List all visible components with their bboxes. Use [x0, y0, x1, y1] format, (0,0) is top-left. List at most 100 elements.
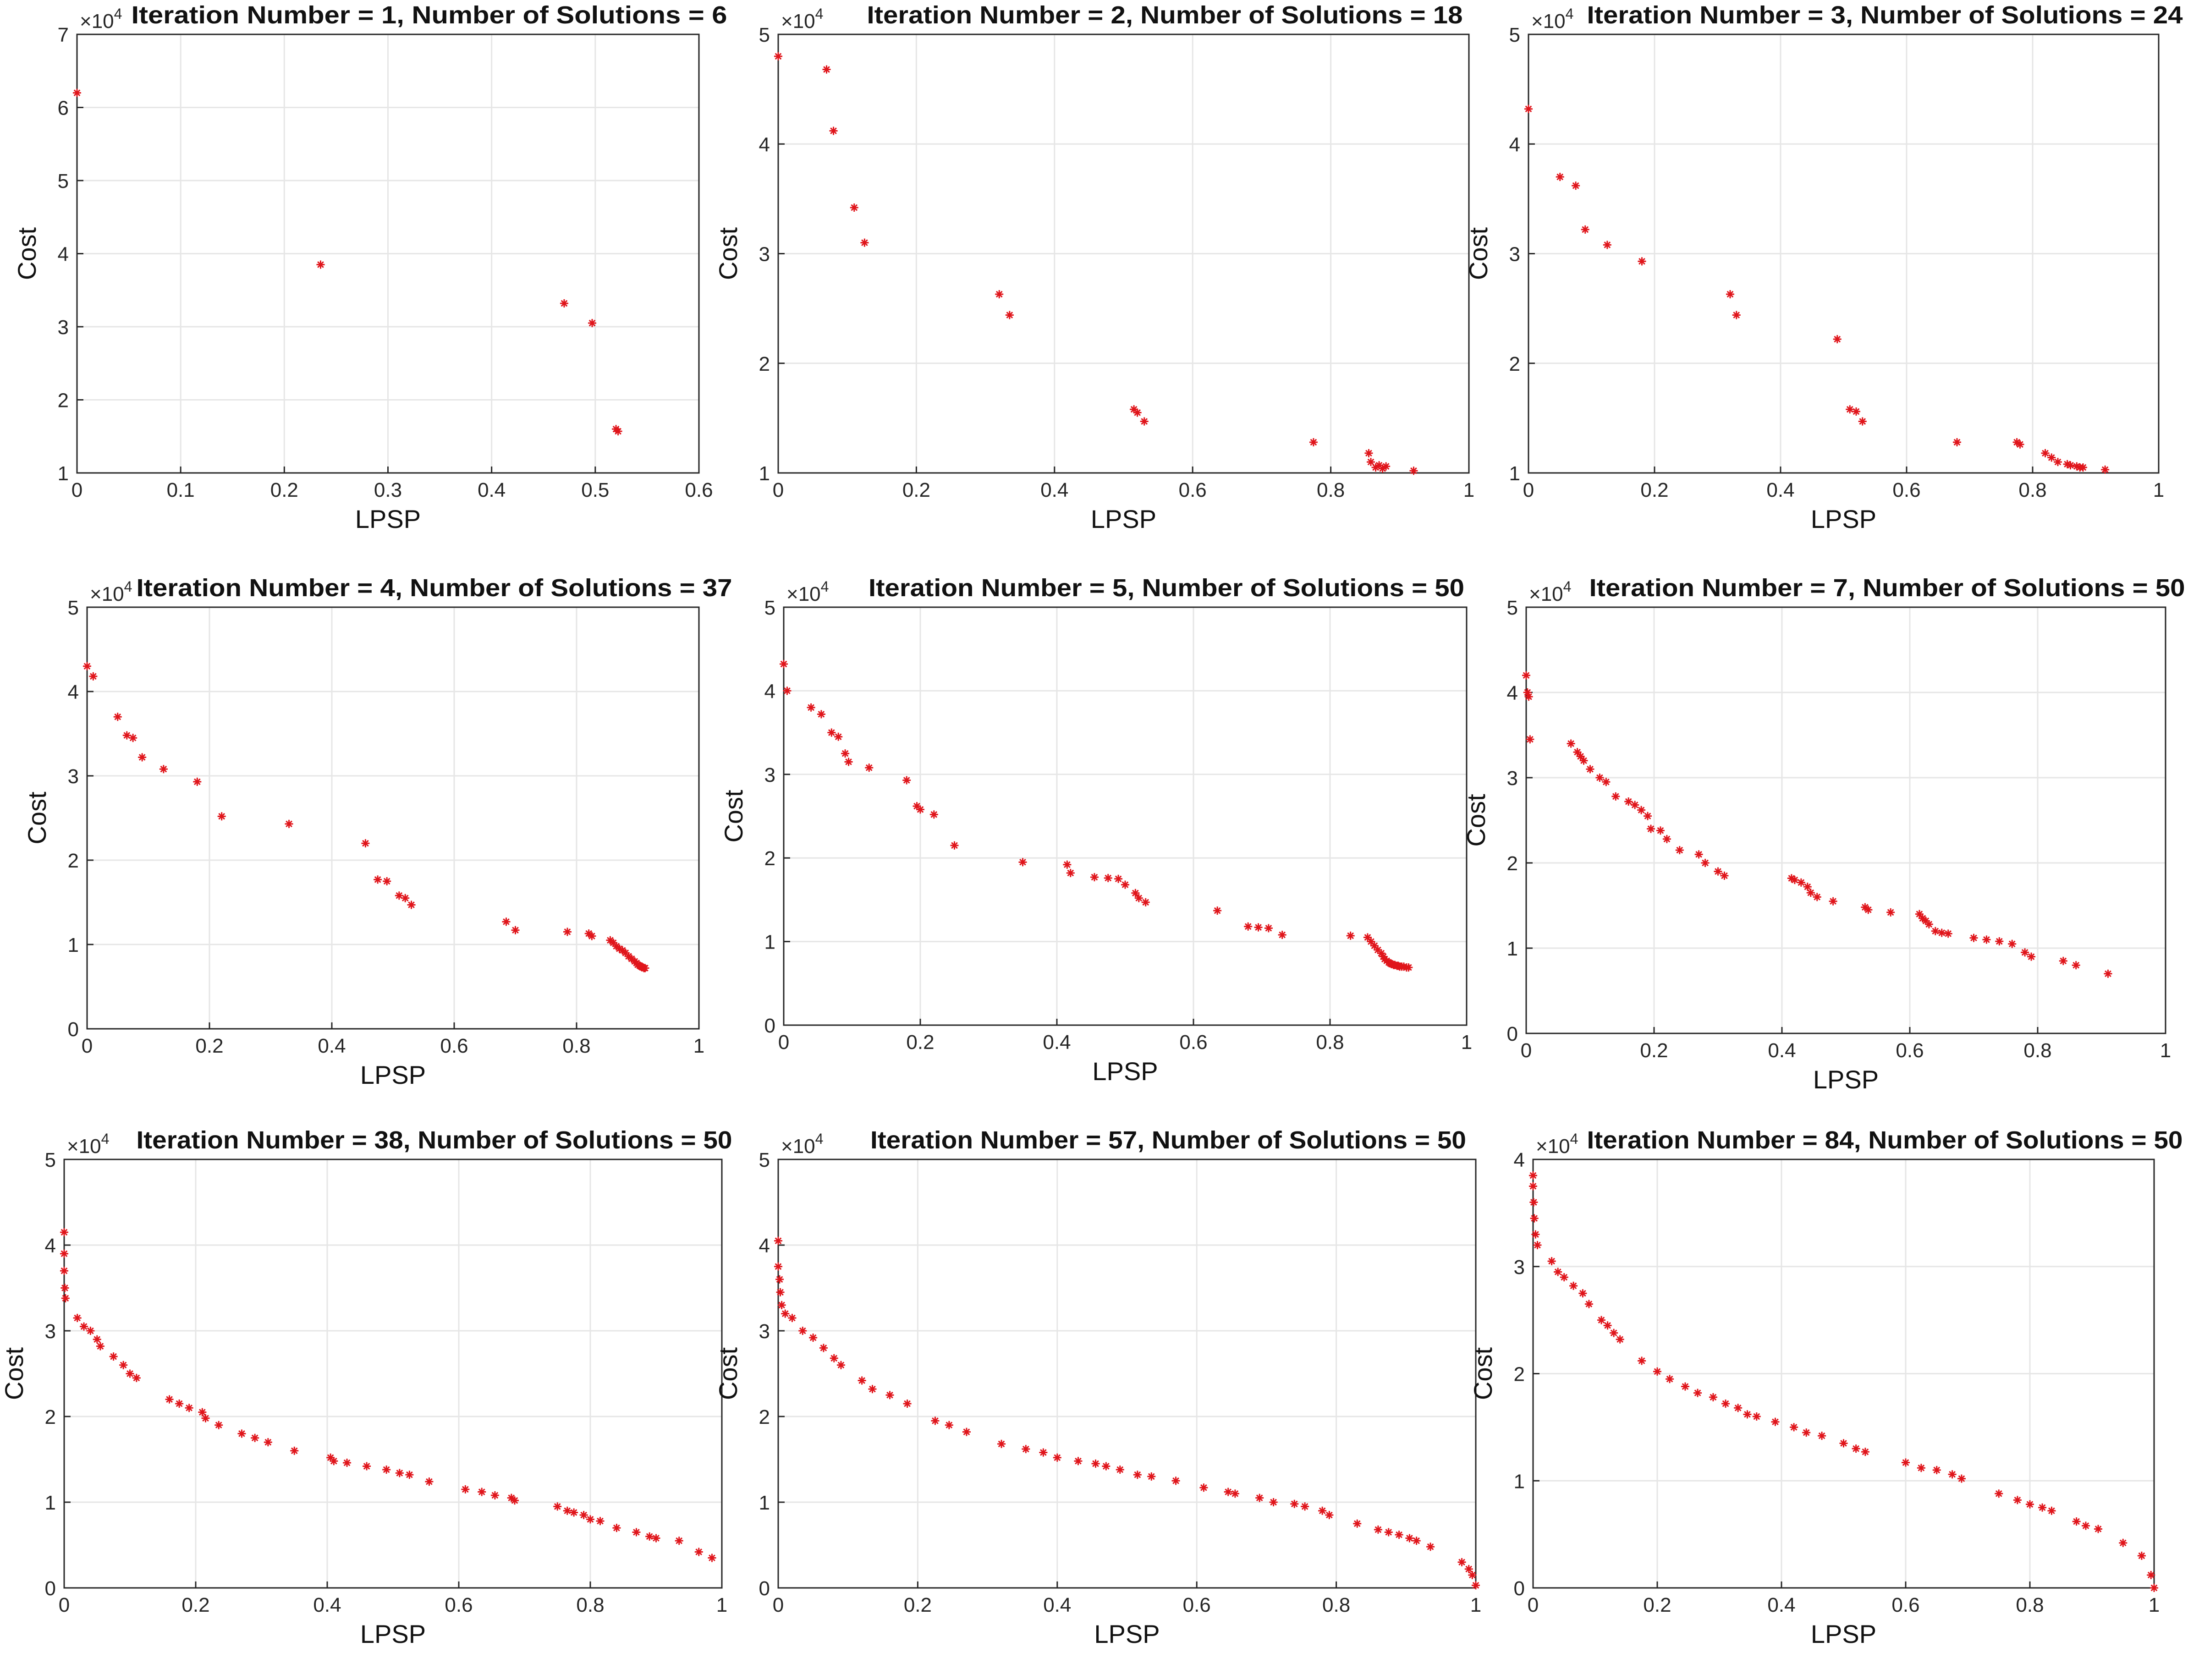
data-point [950, 841, 959, 850]
data-point [1852, 1444, 1860, 1453]
data-point [251, 1433, 259, 1442]
y-tick-label: 3 [764, 764, 775, 786]
data-point [1734, 1404, 1743, 1412]
data-point [1301, 1502, 1309, 1511]
y-exponent-label: ×104 [90, 578, 132, 605]
data-point [1255, 1493, 1264, 1502]
x-axis-label: LPSP [1094, 1620, 1160, 1648]
plot-area-frame [777, 1158, 1477, 1589]
data-point [2038, 1503, 2047, 1512]
y-tick-label: 1 [1514, 1470, 1525, 1493]
data-point [2150, 1584, 2158, 1592]
data-point [1720, 871, 1729, 880]
data-point [579, 1511, 588, 1520]
data-point [1931, 927, 1940, 935]
y-tick-label: 6 [58, 97, 69, 120]
data-point [119, 1361, 128, 1369]
y-tick-label: 4 [1509, 133, 1520, 156]
chart-title: Iteration Number = 5, Number of Solution… [869, 574, 1464, 602]
y-tick-label: 3 [58, 316, 69, 339]
data-point [198, 1408, 207, 1416]
x-tick-label: 0 [773, 1594, 784, 1616]
data-point [995, 290, 1004, 299]
data-point [2027, 952, 2036, 961]
y-exponent-power: 4 [124, 578, 132, 595]
y-tick-label: 5 [45, 1149, 56, 1171]
data-point [159, 765, 168, 774]
data-point [165, 1395, 174, 1404]
data-point [1224, 1488, 1232, 1496]
x-tick-label: 0.3 [374, 479, 402, 501]
data-point [1829, 897, 1837, 906]
data-point [1363, 933, 1372, 942]
data-point [2021, 948, 2029, 957]
data-point [1995, 937, 2004, 946]
data-point [1091, 1459, 1100, 1468]
data-point [73, 1313, 82, 1322]
data-point [1244, 922, 1253, 931]
y-tick-label: 4 [45, 1235, 56, 1257]
data-point [407, 900, 416, 909]
data-point [1063, 860, 1072, 869]
x-tick-label: 0.2 [1643, 1594, 1671, 1616]
data-point [1140, 417, 1149, 426]
data-point [902, 776, 911, 785]
y-tick-label: 1 [1509, 462, 1520, 485]
data-point [1597, 1316, 1606, 1324]
data-point [1937, 928, 1946, 937]
x-tick-label: 0.6 [1179, 479, 1207, 501]
y-tick-label: 2 [759, 1406, 770, 1428]
data-point [780, 660, 788, 669]
data-point [1531, 1230, 1540, 1239]
chart-title: Iteration Number = 84, Number of Solutio… [1587, 1126, 2183, 1154]
x-axis-label: LPSP [1811, 1620, 1876, 1648]
data-point [138, 753, 147, 762]
data-point [834, 732, 843, 741]
data-point [885, 1391, 894, 1400]
x-tick-label: 0.2 [181, 1594, 209, 1616]
data-point [774, 1262, 782, 1271]
y-axis-label: Cost [1468, 1347, 1497, 1400]
data-point [1074, 1457, 1083, 1466]
data-point [860, 238, 869, 247]
chart-panel-2: 0 0.2 0.4 0.6 0.8 1 1 2 3 4 5 ×104 Iteration Number … [714, 1, 1474, 533]
data-point [2026, 1500, 2034, 1509]
data-point [175, 1399, 184, 1408]
data-point [1653, 1367, 1661, 1376]
data-point [80, 1322, 88, 1331]
data-point [1790, 1423, 1798, 1432]
data-point [1726, 290, 1734, 299]
data-point [1694, 850, 1703, 859]
y-axis-label: Cost [22, 791, 51, 845]
y-axis-label: Cost [1462, 794, 1490, 847]
data-point [2041, 449, 2050, 457]
data-point [1426, 1543, 1435, 1551]
data-point [1602, 778, 1611, 786]
data-point [122, 731, 131, 740]
data-point [1412, 1537, 1421, 1545]
data-point [1802, 1428, 1811, 1437]
data-point [1374, 1525, 1382, 1534]
y-tick-label: 4 [759, 1235, 770, 1257]
y-tick-label: 3 [759, 243, 770, 266]
data-point [588, 932, 596, 940]
data-point [1982, 935, 1991, 944]
y-tick-label: 2 [1509, 353, 1520, 375]
data-point [1932, 1466, 1941, 1474]
y-exponent-label: ×104 [67, 1131, 109, 1158]
data-point [2101, 465, 2110, 474]
data-point [1852, 407, 1860, 416]
data-point [776, 1288, 785, 1296]
y-tick-label: 1 [1507, 938, 1518, 960]
y-tick-label: 5 [759, 1149, 770, 1171]
data-point [1264, 924, 1273, 933]
y-tick-label: 2 [759, 353, 770, 375]
data-point [1318, 1506, 1327, 1515]
y-tick-label: 5 [1507, 597, 1518, 619]
data-point [632, 1528, 641, 1537]
y-tick-label: 5 [1509, 24, 1520, 46]
data-point [361, 839, 370, 848]
y-tick-label: 3 [68, 765, 79, 788]
data-point [858, 1376, 866, 1385]
